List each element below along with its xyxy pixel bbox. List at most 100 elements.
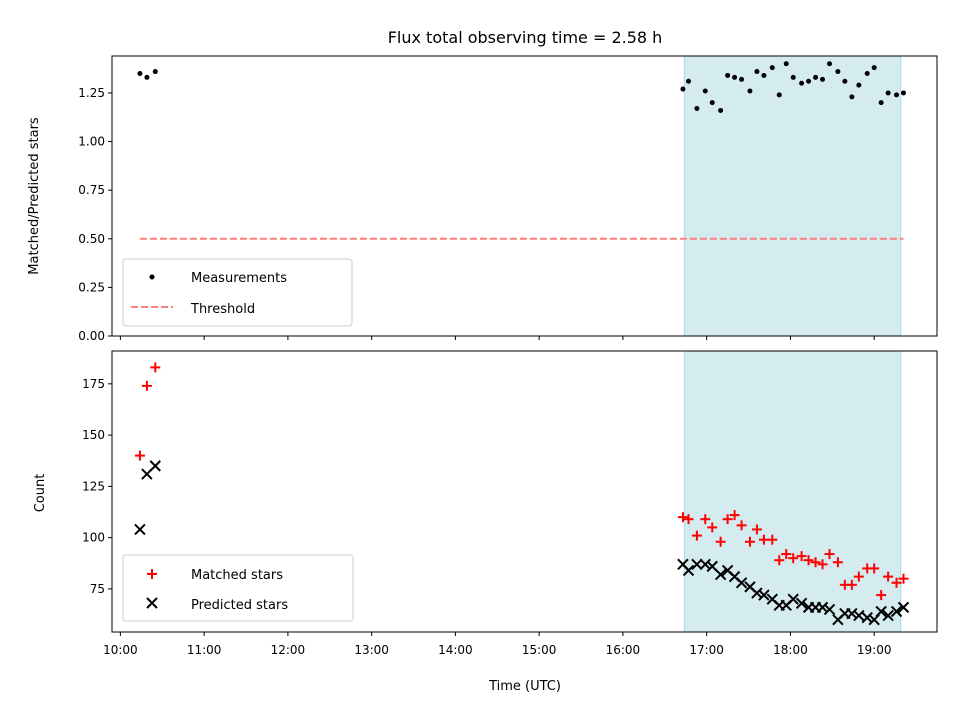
matched-stars-point	[876, 590, 887, 601]
measurements-point	[732, 74, 738, 80]
x-tick-label: 10:00	[103, 643, 138, 657]
top-y-tick-label: 0.50	[78, 232, 105, 246]
top-y-tick-label: 1.00	[78, 135, 105, 149]
predicted-stars-point	[714, 568, 727, 581]
bottom-y-tick-label: 125	[82, 479, 105, 493]
measurements-point	[820, 76, 826, 82]
bottom-y-tick-label: 75	[90, 582, 105, 596]
predicted-stars-point	[682, 564, 695, 577]
predicted-stars-point	[861, 611, 873, 624]
measurements-point	[709, 100, 715, 106]
measurements-point	[137, 71, 143, 76]
predicted-stars-point	[816, 601, 829, 614]
measurements-point	[835, 69, 841, 75]
chart-title: Flux total observing time = 2.58 h	[388, 28, 663, 47]
legend-matched-marker	[147, 569, 157, 579]
bottom-legend-box	[122, 554, 354, 622]
top-y-axis-title: Matched/Predicted stars	[27, 117, 42, 275]
bottom-y-tick-label: 100	[82, 531, 105, 545]
predicted-stars-point	[134, 523, 146, 536]
measurements-point	[894, 92, 900, 98]
measurements-point	[900, 90, 906, 96]
bottom-panel: 75 100 125 150 175 10:00 11:00 12:00 13:00 14:00 1…	[33, 350, 938, 694]
x-tick-label: 17:00	[689, 643, 724, 657]
bottom-axes-frame	[111, 350, 938, 633]
predicted-stars-point	[691, 558, 703, 571]
matched-stars-point	[715, 536, 726, 547]
x-axis-title: Time (UTC)	[488, 679, 561, 694]
top-shaded-region	[683, 55, 902, 337]
legend-threshold-label: Threshold	[190, 302, 255, 317]
matched-stars-point	[832, 557, 843, 568]
matched-stars-point	[683, 514, 694, 525]
predicted-stars-point	[846, 607, 858, 620]
matched-stars-point	[751, 524, 762, 535]
matched-stars-point	[677, 512, 688, 523]
predicted-stars-point	[149, 460, 161, 472]
measurements-point	[842, 78, 848, 84]
x-tick-label: 12:00	[271, 643, 306, 657]
legend-predicted-label: Predicted stars	[191, 598, 288, 613]
matched-stars-point	[853, 571, 864, 582]
bottom-legend: Matched stars Predicted stars	[122, 554, 354, 622]
measurements-point	[827, 61, 833, 67]
measurements-point	[776, 92, 782, 98]
x-tick-label: 16:00	[606, 643, 641, 657]
x-tick-label: 11:00	[187, 643, 222, 657]
measurements-point	[864, 71, 870, 76]
x-tick-label: 15:00	[522, 643, 557, 657]
measurements-point	[739, 76, 745, 82]
measurements-point	[754, 69, 760, 75]
legend-measurements-label: Measurements	[191, 271, 287, 286]
bottom-y-tick-label: 150	[82, 428, 105, 442]
matched-stars-point	[150, 362, 161, 373]
matched-stars-point	[691, 530, 702, 541]
matched-stars-point	[767, 534, 778, 545]
predicted-stars-point	[751, 587, 763, 599]
x-tick-label: 19:00	[857, 643, 892, 657]
matched-stars-point	[810, 557, 821, 568]
top-y-tick-label: 0.00	[78, 329, 105, 343]
measurements-point	[686, 78, 692, 84]
top-y-tick-label: 0.75	[78, 183, 105, 197]
measurements-point	[856, 82, 862, 88]
legend-measurements-marker	[149, 274, 155, 280]
measurements-point	[885, 90, 891, 96]
matched-stars-point	[141, 380, 152, 391]
predicted-stars-point	[758, 589, 770, 601]
matched-stars-point	[774, 555, 785, 566]
measurements-point	[144, 74, 150, 80]
measurements-point	[799, 80, 805, 86]
measurements-point	[790, 74, 796, 80]
top-y-tick-label: 0.25	[78, 280, 105, 294]
top-axes-frame	[111, 55, 938, 337]
matched-stars-point	[729, 510, 740, 521]
predicted-stars-point	[853, 609, 865, 622]
predicted-stars-point	[875, 605, 887, 618]
measurements-point	[702, 88, 708, 94]
measurements-point	[806, 78, 812, 84]
measurements-point	[694, 106, 700, 111]
legend-predicted-marker	[146, 597, 158, 609]
matched-stars-point	[707, 522, 718, 533]
matched-stars-point	[869, 563, 880, 574]
matched-stars-point	[891, 577, 902, 588]
measurements-point	[878, 100, 884, 106]
matched-stars-point	[788, 553, 799, 564]
measurements-point	[680, 86, 686, 92]
predicted-stars-point	[699, 558, 711, 571]
matched-stars-point	[781, 549, 792, 560]
bottom-shaded-region	[683, 350, 902, 633]
matched-stars-point	[824, 549, 835, 560]
matched-stars-point	[700, 514, 711, 525]
matched-stars-point	[883, 571, 894, 582]
measurements-point	[152, 69, 158, 75]
legend-matched-label: Matched stars	[191, 568, 283, 583]
top-panel: 0.00 0.25 0.50 0.75 1.00 1.25 Measurements Th…	[27, 55, 938, 343]
predicted-stars-point	[795, 597, 808, 609]
predicted-stars-point	[897, 601, 910, 614]
matched-stars-point	[736, 520, 747, 531]
bottom-y-axis-title: Count	[33, 474, 48, 513]
measurements-point	[849, 94, 855, 100]
